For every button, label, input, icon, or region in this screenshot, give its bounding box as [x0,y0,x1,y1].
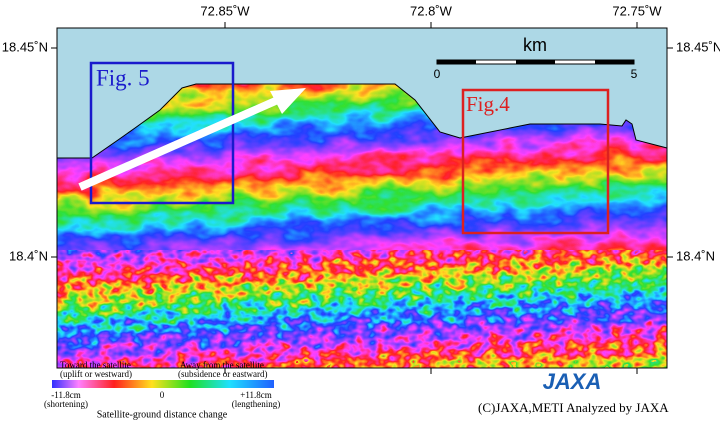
lat-label: 18.45˚N [2,39,48,54]
ticks [51,22,673,374]
legend-mid: 0 [160,390,165,400]
legend-right-title: Away from the satellite [180,360,264,370]
legend-left-sub: (uplift or westward) [60,369,132,379]
lon-label: 72.75˚W [612,3,662,18]
lat-label: 18.45˚N [676,39,720,54]
legend-max-sub: (lengthening) [232,399,281,409]
map-border [56,27,668,369]
lon-label: 72.85˚W [200,3,250,18]
lon-label: 72.8˚W [410,3,453,18]
legend-right-sub: (subsidence or eastward) [178,369,267,379]
lat-label: 18.4˚N [9,248,48,263]
lat-label: 18.4˚N [676,248,715,263]
legend-caption: Satellite-ground distance change [97,409,228,420]
coastline [57,83,668,159]
legend-min: -11.8cm [51,390,80,400]
scale-bar [436,59,635,65]
scale-start: 0 [434,67,441,81]
scale-end: 5 [631,67,638,81]
interferogram [57,84,667,368]
fig5-label: Fig. 5 [96,65,150,90]
colorbar [52,380,274,388]
legend-max: +11.8cm [240,390,272,400]
legend-left-title: Toward the satellite [60,360,131,370]
scale-unit: km [523,35,547,55]
fig4-box [461,88,610,235]
credit: (C)JAXA,METI Analyzed by JAXA [478,400,669,415]
fig5-box [89,61,235,205]
fig4-label: Fig.4 [466,92,510,116]
logo: JAXA [543,369,602,394]
legend-min-sub: (shortening) [44,399,88,409]
direction-arrow [78,88,306,191]
